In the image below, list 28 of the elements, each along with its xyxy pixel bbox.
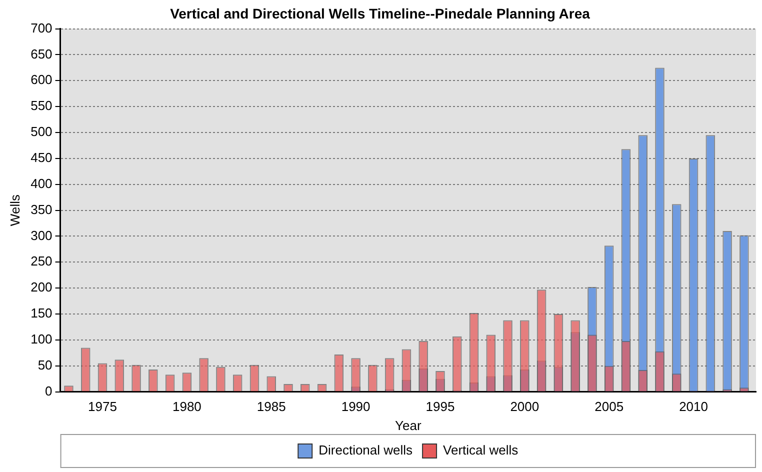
y-tick-label: 0 [45,383,52,398]
y-tick-label: 700 [30,20,52,36]
x-tick-label: 2005 [594,399,624,414]
y-axis-title: Wells [7,194,22,226]
x-axis-title: Year [395,418,422,433]
x-tick-label: 2000 [510,399,540,414]
x-tick-label: 1995 [426,399,455,414]
x-tick-label: 1975 [88,399,117,414]
y-tick-label: 450 [30,150,52,166]
y-tick-label: 550 [30,98,52,114]
y-tick-label: 600 [30,72,52,88]
y-tick-label: 650 [30,46,52,62]
legend-label: Directional wells [318,442,414,458]
legend-label: Vertical wells [443,442,519,458]
y-tick-label: 250 [30,254,52,269]
y-tick-label: 350 [30,202,52,217]
y-tick-label: 300 [30,228,52,243]
y-tick-label: 150 [30,306,52,321]
x-tick-label: 1990 [341,399,370,414]
y-tick-label: 400 [30,176,52,191]
y-tick-label: 100 [30,332,52,347]
x-tick-label: 1985 [256,399,286,414]
x-tick-label: 1980 [172,399,202,414]
y-tick-label: 500 [30,124,52,140]
y-tick-label: 50 [38,357,52,372]
y-tick-label: 200 [30,280,52,295]
chart-title: Vertical and Directional Wells Timeline--Pinedale Planning Area [170,5,590,22]
x-tick-label: 2010 [679,399,708,414]
